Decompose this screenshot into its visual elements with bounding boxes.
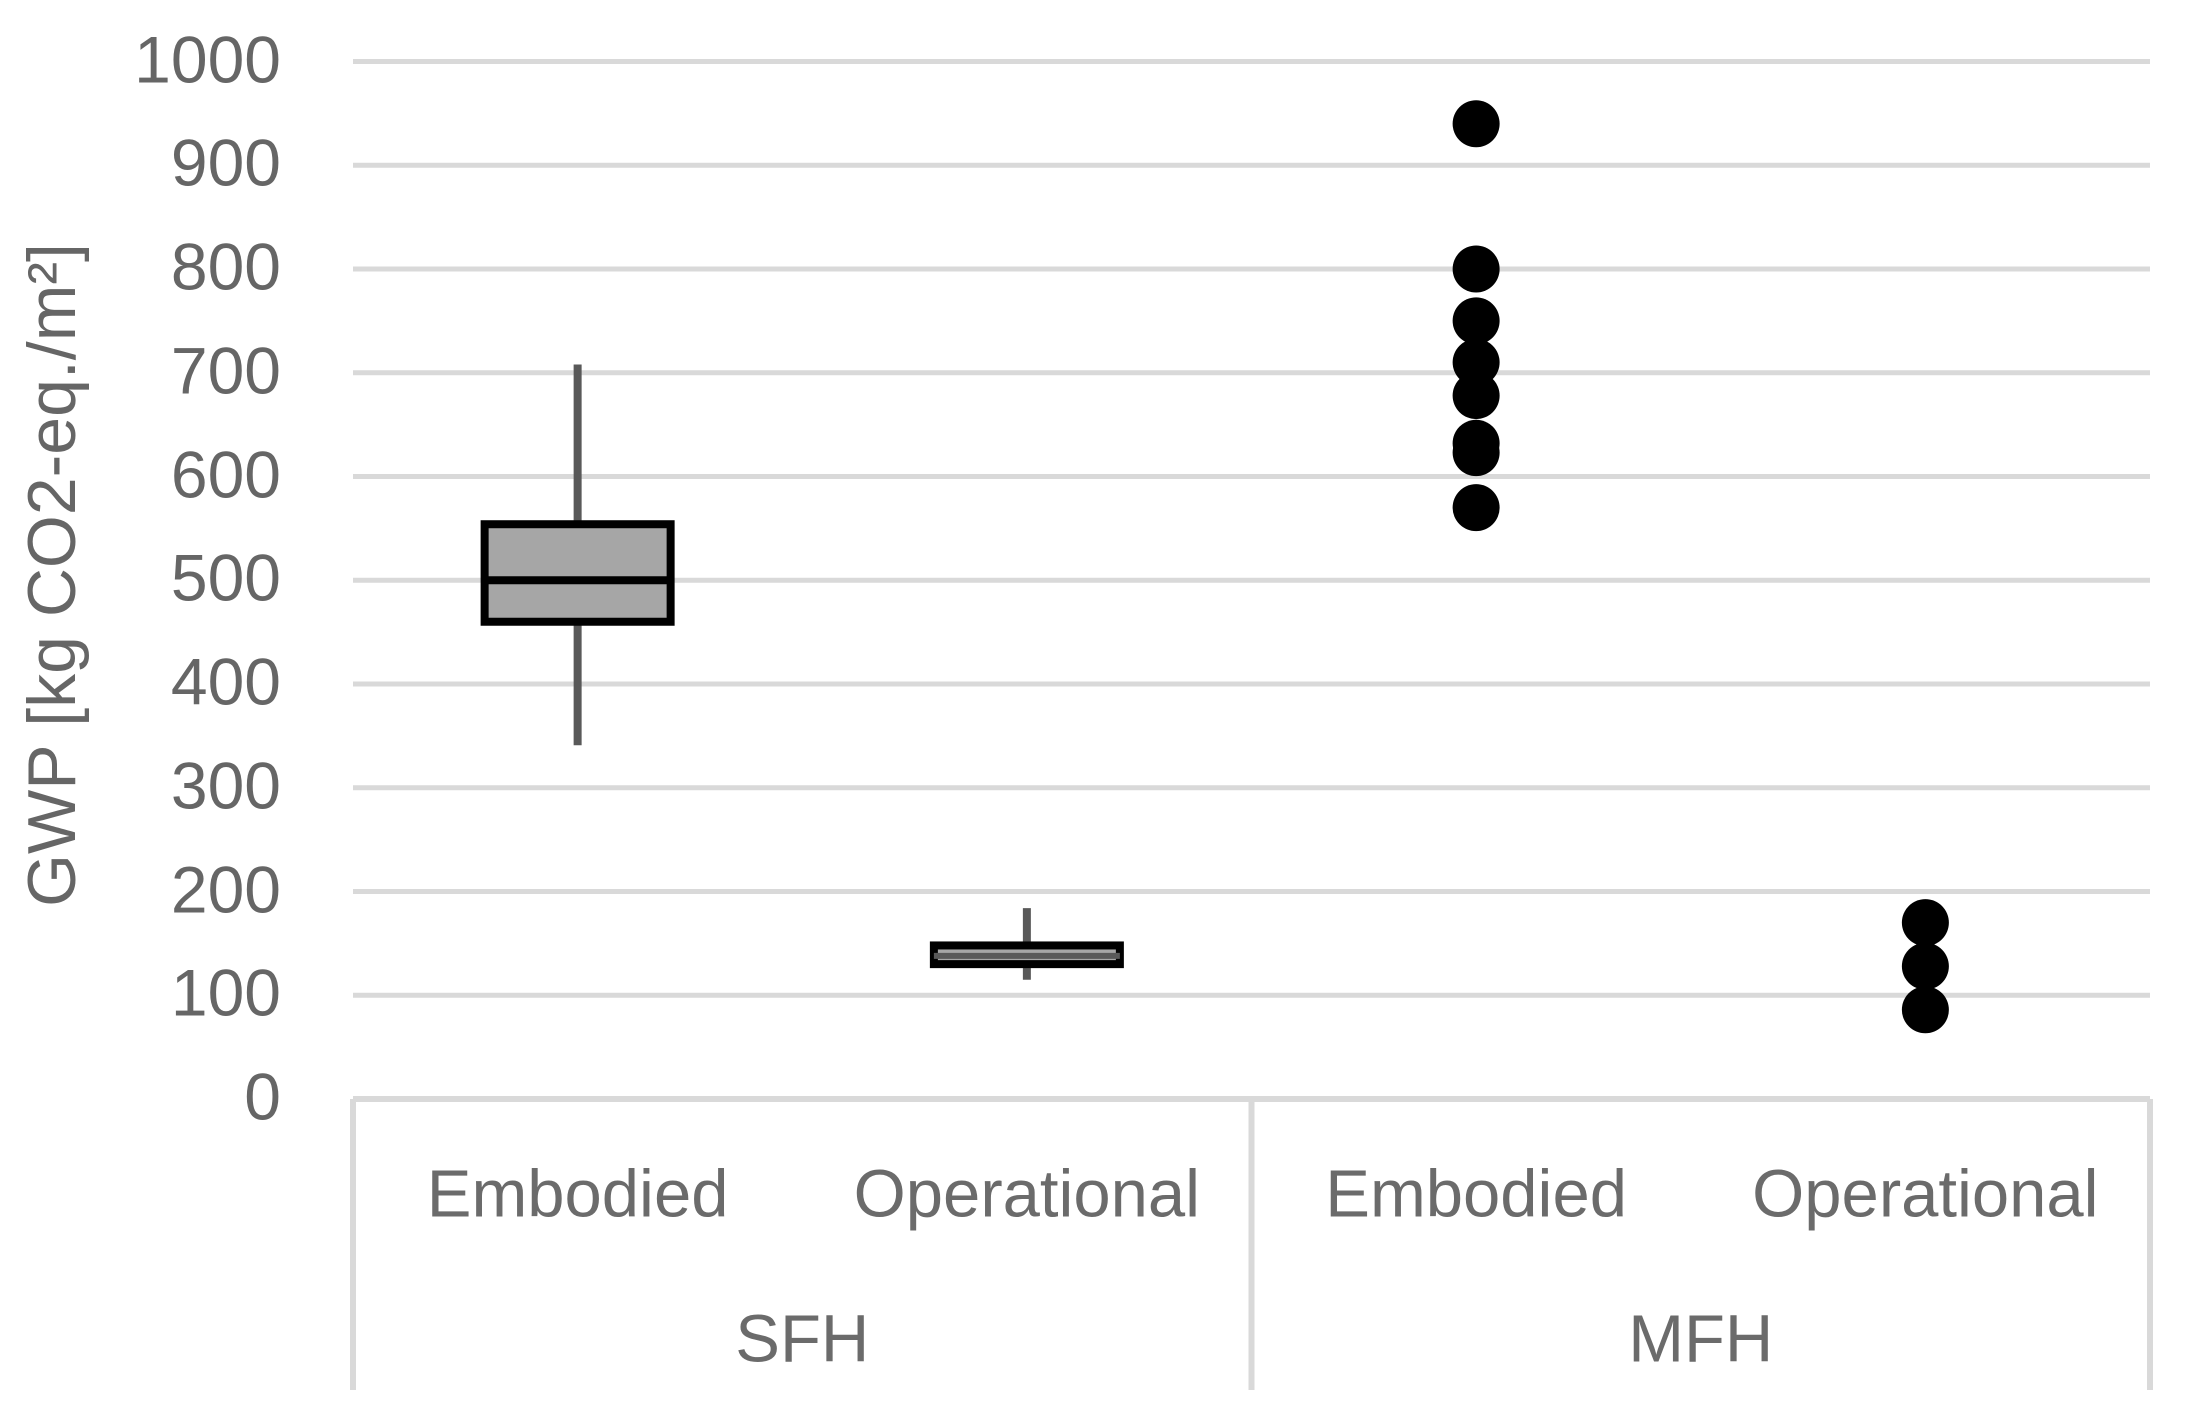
y-tick-label: 200 (170, 851, 281, 926)
group-label: MFH (1628, 1301, 1774, 1377)
y-tick-label: 0 (244, 1059, 281, 1134)
data-point (1901, 899, 1949, 947)
data-point (1452, 100, 1500, 148)
y-tick-label: 600 (170, 436, 281, 511)
data-point (1901, 986, 1949, 1034)
y-tick-label: 1000 (134, 21, 281, 96)
category-label: Operational (1752, 1156, 2099, 1232)
data-point (1452, 429, 1500, 477)
y-tick-label: 700 (170, 333, 281, 408)
group-label: SFH (735, 1301, 870, 1377)
y-tick-label: 900 (170, 125, 281, 200)
box-rect (480, 520, 675, 626)
y-tick-label: 500 (170, 540, 281, 615)
data-point (1452, 245, 1500, 293)
y-tick-label: 400 (170, 644, 281, 719)
data-point (1452, 297, 1500, 345)
y-axis-title: GWP [kg CO2-eq./m²] (14, 243, 90, 907)
category-label: Embodied (426, 1156, 729, 1232)
category-label: Embodied (1325, 1156, 1627, 1232)
data-point (1452, 484, 1500, 532)
data-point (1452, 372, 1500, 420)
data-point (1901, 942, 1949, 990)
category-label: Operational (853, 1156, 1201, 1232)
data-point (1452, 338, 1500, 386)
y-tick-label: 800 (170, 229, 281, 304)
y-tick-label: 300 (170, 748, 281, 823)
y-tick-label: 100 (170, 955, 281, 1030)
